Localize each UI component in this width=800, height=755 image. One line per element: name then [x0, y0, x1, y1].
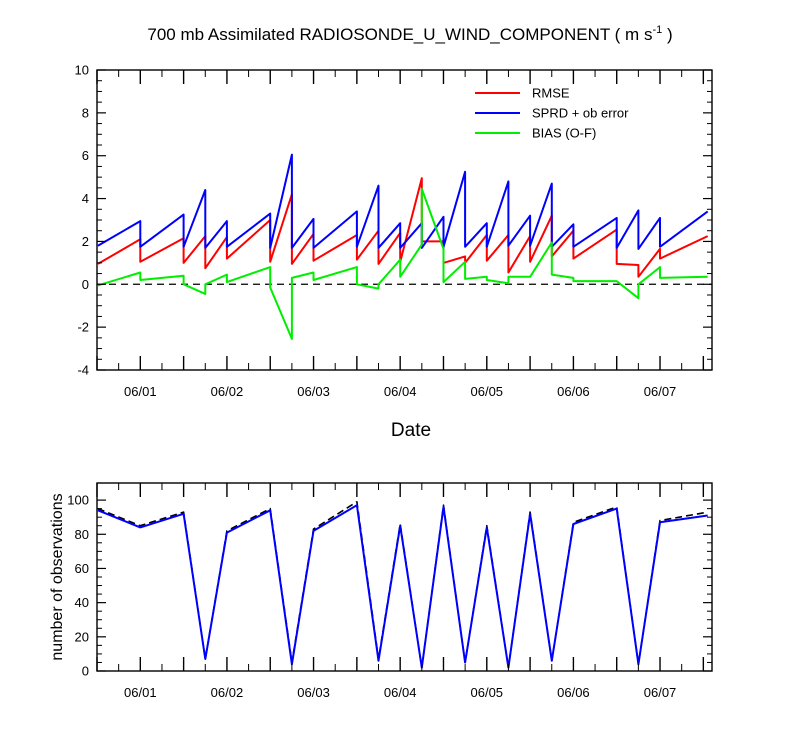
y-tick-label: 100 — [67, 493, 89, 508]
x-tick-label: 06/01 — [124, 384, 157, 399]
y-tick-label: 6 — [82, 148, 89, 163]
y-tick-label: 4 — [82, 191, 89, 206]
bottom-chart-panel: 0 20 40 60 80 100 06/01 06/02 06/03 06/04 06/05 06/… — [67, 482, 713, 700]
x-tick-label: 06/02 — [211, 384, 244, 399]
y-tick-label: 60 — [75, 561, 89, 576]
y-tick-label: 20 — [75, 629, 89, 644]
top-chart-panel: -4 -2 0 2 4 6 8 10 06/01 06/02 06/03 06/04 06/05 06/0… — [75, 63, 713, 399]
x-tick-label: 06/01 — [124, 685, 157, 700]
y-tick-label: -4 — [77, 363, 89, 378]
series-line-possible — [97, 500, 708, 669]
x-tick-label: 06/06 — [557, 685, 590, 700]
x-tick-label: 06/05 — [471, 384, 504, 399]
x-tick-label: 06/04 — [384, 384, 417, 399]
series-line-sprd-ob-error — [97, 153, 709, 250]
y-tick-label: 80 — [75, 527, 89, 542]
legend-label: BIAS (O-F) — [532, 126, 596, 141]
x-tick-label: 06/03 — [297, 685, 330, 700]
x-tick-label: 06/04 — [384, 685, 417, 700]
x-tick-label: 06/07 — [644, 685, 677, 700]
legend-label: SPRD + ob error — [532, 106, 629, 121]
x-tick-label: 06/06 — [557, 384, 590, 399]
x-axis-label: Date — [391, 420, 431, 441]
y-tick-label: -2 — [77, 320, 89, 335]
x-tick-label: 06/02 — [211, 685, 244, 700]
plot-frame — [96, 482, 713, 672]
x-tick-label: 06/05 — [471, 685, 504, 700]
y-tick-label: 40 — [75, 595, 89, 610]
y-tick-label: 10 — [75, 63, 89, 78]
y-tick-label: 0 — [82, 664, 89, 679]
series-line-bias-o-f- — [97, 187, 708, 340]
y-tick-label: 0 — [82, 277, 89, 292]
x-tick-label: 06/03 — [297, 384, 330, 399]
y-tick-label: 8 — [82, 105, 89, 120]
x-tick-label: 06/07 — [644, 384, 677, 399]
y-axis-label-observations: number of observations — [49, 493, 66, 660]
chart-title: 700 mb Assimilated RADIOSONDE_U_WIND_COM… — [147, 24, 672, 44]
series-line-assimilated — [97, 504, 708, 669]
legend-label: RMSE — [532, 86, 570, 101]
y-tick-label: 2 — [82, 234, 89, 249]
